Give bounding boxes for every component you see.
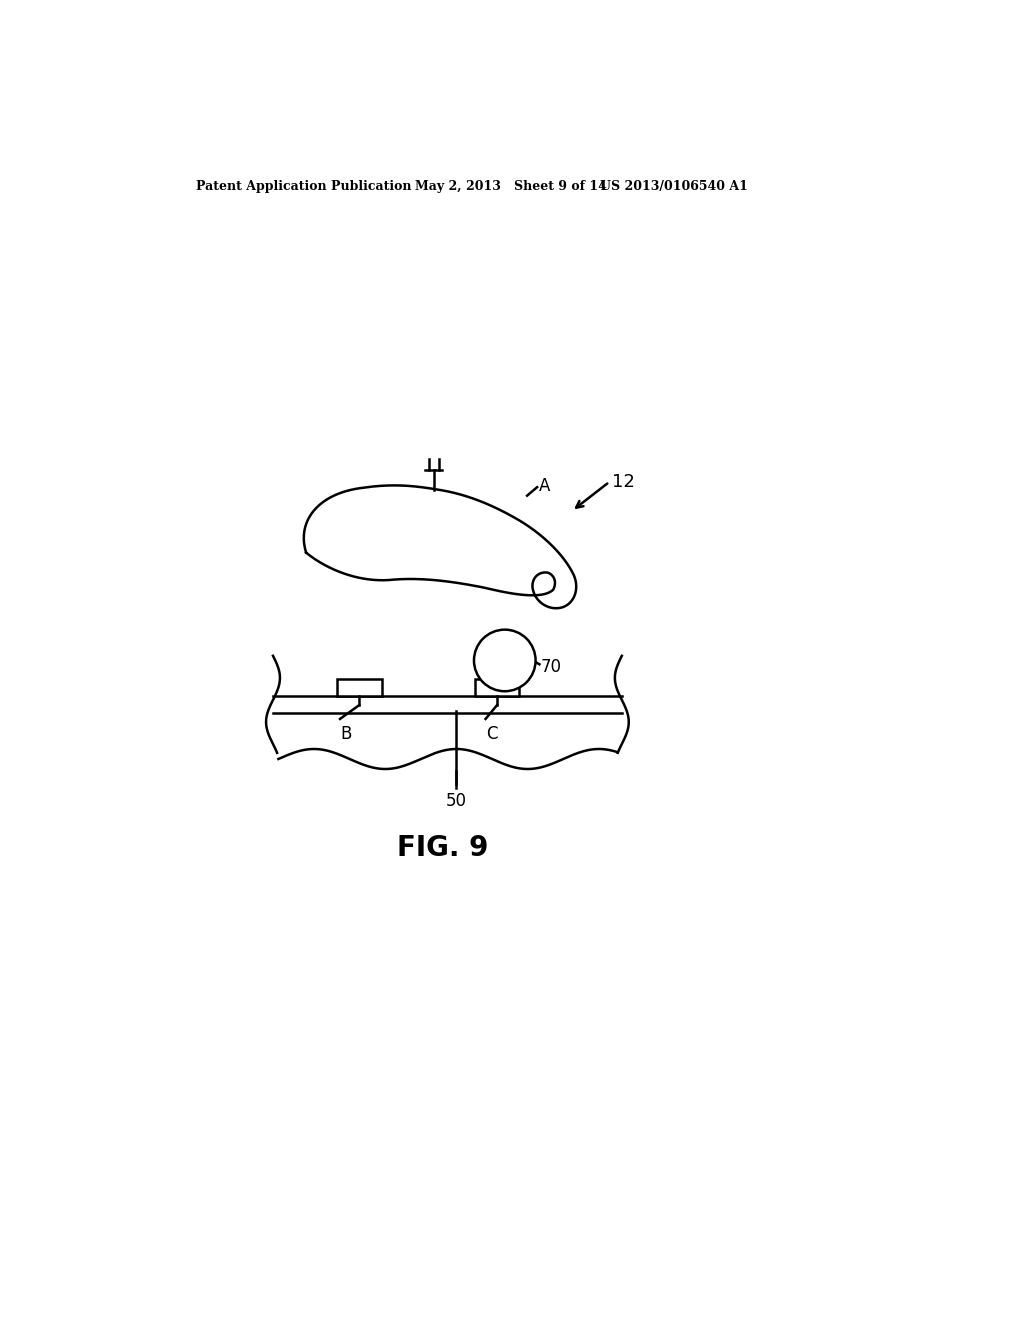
Text: Patent Application Publication: Patent Application Publication — [196, 181, 412, 194]
Text: B: B — [341, 725, 352, 743]
Text: 70: 70 — [541, 657, 562, 676]
Text: C: C — [486, 725, 498, 743]
Text: FIG. 9: FIG. 9 — [396, 833, 488, 862]
Bar — [475, 678, 519, 696]
Polygon shape — [304, 486, 577, 609]
Text: May 2, 2013   Sheet 9 of 14: May 2, 2013 Sheet 9 of 14 — [416, 181, 607, 194]
Text: 50: 50 — [445, 792, 467, 810]
Text: US 2013/0106540 A1: US 2013/0106540 A1 — [600, 181, 749, 194]
Text: 12: 12 — [611, 473, 635, 491]
Circle shape — [474, 630, 536, 692]
Text: A: A — [539, 477, 550, 495]
Bar — [337, 678, 382, 696]
